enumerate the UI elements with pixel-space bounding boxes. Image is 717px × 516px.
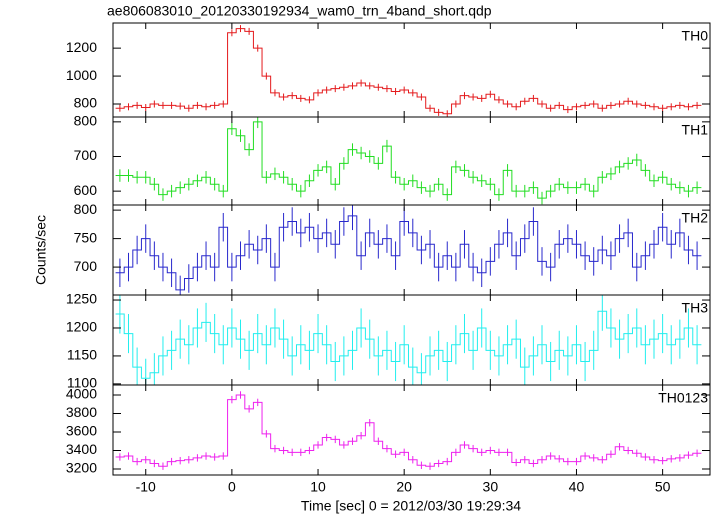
y-tick-label: 3800: [66, 404, 97, 420]
x-tick-label: -10: [136, 479, 156, 495]
y-tick-label: 3400: [66, 441, 97, 457]
x-tick-label: 20: [396, 479, 412, 495]
panel-frame: [112, 22, 711, 118]
y-tick-label: 3200: [66, 460, 97, 476]
y-tick-label: 700: [74, 147, 98, 163]
panel-frame: [112, 116, 711, 206]
panel-label: TH3: [682, 300, 709, 316]
y-tick-label: 800: [74, 95, 98, 111]
panel-frame: [112, 384, 711, 476]
y-tick-label: 1200: [66, 319, 97, 335]
y-tick-label: 1000: [66, 67, 97, 83]
step-line: [115, 215, 702, 291]
panel: [115, 117, 702, 205]
y-tick-label: 1250: [66, 291, 97, 307]
step-line: [115, 310, 702, 379]
y-tick-label: 3600: [66, 423, 97, 439]
panel: [115, 295, 702, 385]
x-tick-label: 40: [569, 479, 585, 495]
y-tick-label: 1200: [66, 39, 97, 55]
panel: [115, 205, 702, 295]
y-tick-label: 700: [74, 258, 98, 274]
y-tick-label: 600: [74, 182, 98, 198]
x-tick-label: 10: [310, 479, 326, 495]
panel-label: TH0123: [658, 390, 708, 406]
y-tick-label: 750: [74, 229, 98, 245]
panel-frame: [112, 204, 711, 296]
x-tick-label: 30: [483, 479, 499, 495]
chart-title: ae806083010_20120330192934_wam0_trn_4ban…: [107, 3, 492, 19]
step-line: [115, 121, 702, 199]
y-tick-label: 800: [74, 201, 98, 217]
panel-label: TH2: [682, 210, 709, 226]
x-axis-label: Time [sec] 0 = 2012/03/30 19:29:34: [301, 498, 521, 514]
panel-frame: [112, 294, 711, 386]
panel: [115, 391, 702, 470]
x-tick-label: 0: [228, 479, 236, 495]
y-tick-label: 1100: [67, 375, 97, 391]
y-tick-label: 1150: [67, 347, 97, 363]
y-tick-label: 4000: [66, 386, 97, 402]
x-tick-label: 50: [655, 479, 671, 495]
y-tick-label: 800: [74, 113, 98, 129]
panel-label: TH0: [682, 28, 709, 44]
y-axis-label: Counts/sec: [33, 215, 49, 285]
step-line: [115, 394, 702, 467]
panel-label: TH1: [682, 122, 709, 138]
panel: [115, 25, 702, 117]
step-line: [115, 28, 702, 115]
